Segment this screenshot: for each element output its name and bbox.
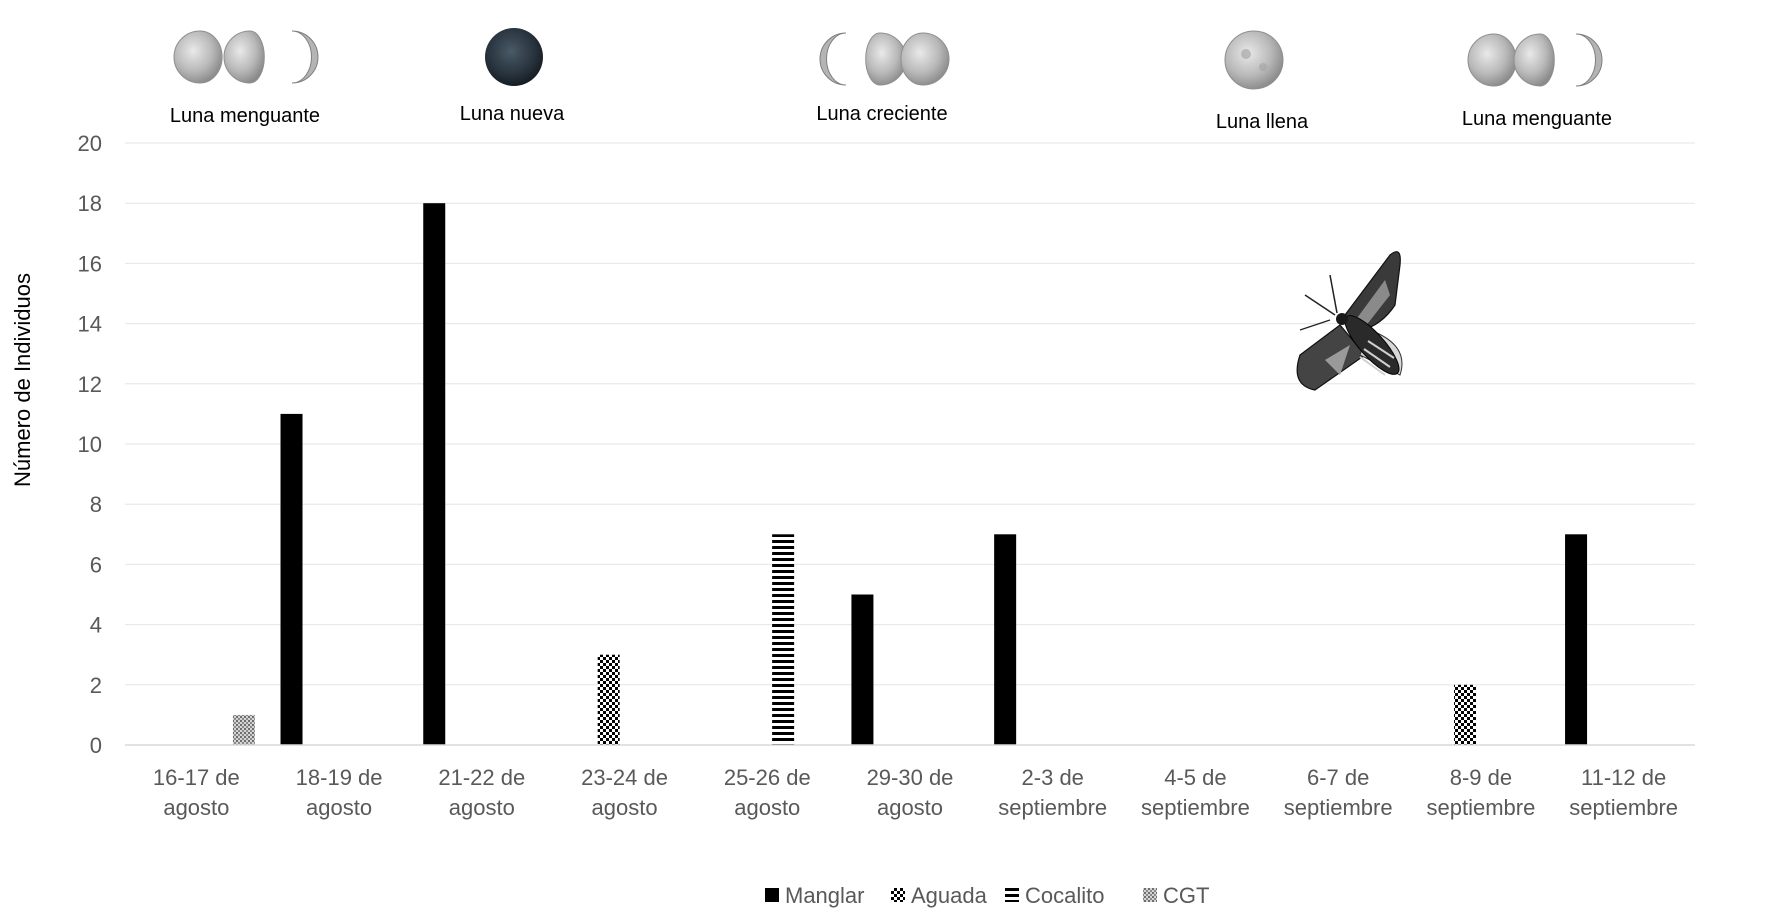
moon-phase-label: Luna menguante	[170, 105, 320, 127]
legend-swatch	[1143, 888, 1157, 902]
x-tick-label: 18-19 de	[296, 765, 383, 790]
waning-gibbous-moon-icon	[173, 30, 223, 84]
x-tick-label: 29-30 de	[867, 765, 954, 790]
x-tick-label: septiembre	[1426, 795, 1535, 820]
bar-aguada-9	[1454, 684, 1477, 745]
y-axis-label: Número de Individuos	[10, 273, 35, 487]
y-tick-label: 2	[90, 673, 102, 698]
moon-phase-label: Luna creciente	[816, 103, 947, 125]
waxing-crescent-moon-icon	[819, 32, 847, 86]
moon-phase-group: Luna llena	[1216, 30, 1309, 133]
y-tick-label: 0	[90, 733, 102, 758]
legend-swatch	[891, 888, 905, 902]
y-tick-label: 16	[78, 251, 102, 276]
legend-label: CGT	[1163, 883, 1209, 908]
waning-gibbous-moon-icon	[1467, 33, 1517, 87]
x-tick-label: septiembre	[1141, 795, 1250, 820]
y-tick-label: 18	[78, 191, 102, 216]
moon-phase-strip: Luna menguante Luna nueva Luna creciente Lu…	[170, 28, 1612, 133]
y-tick-label: 20	[78, 131, 102, 156]
x-axis-labels: 16-17 de agosto 18-19 de agosto 21-22 de agos…	[153, 765, 1678, 820]
bar-cgt-0	[232, 714, 255, 745]
last-quarter-moon-icon	[1513, 33, 1555, 87]
y-tick-label: 10	[78, 432, 102, 457]
x-tick-label: 4-5 de	[1164, 765, 1226, 790]
y-tick-label: 8	[90, 492, 102, 517]
y-axis-ticks: 0 2 4 6 8 10 12 14 16 18 20	[78, 131, 102, 758]
bars	[232, 203, 1588, 745]
sphinx-moth-icon	[1296, 251, 1403, 391]
waning-crescent-moon-icon	[291, 30, 319, 84]
bar-aguada-3	[597, 654, 620, 745]
moon-phase-label: Luna nueva	[460, 103, 565, 125]
x-tick-label: 6-7 de	[1307, 765, 1369, 790]
x-tick-label: 23-24 de	[581, 765, 668, 790]
first-quarter-moon-icon	[865, 32, 907, 86]
full-moon-icon	[1224, 30, 1284, 90]
new-moon-icon	[485, 28, 543, 86]
legend-label: Manglar	[785, 883, 864, 908]
y-tick-label: 14	[78, 312, 102, 337]
x-tick-label: agosto	[734, 795, 800, 820]
legend: Manglar Aguada Cocalito CGT	[765, 883, 1209, 908]
bar-cocalito-4	[772, 534, 795, 745]
moon-phase-label: Luna menguante	[1462, 108, 1612, 130]
bar-manglar-5	[851, 594, 874, 745]
x-tick-label: 21-22 de	[438, 765, 525, 790]
x-tick-label: 2-3 de	[1022, 765, 1084, 790]
gridlines	[125, 142, 1695, 686]
x-tick-label: 11-12 de	[1581, 765, 1666, 790]
waning-crescent-moon-icon	[1575, 33, 1603, 87]
bar-manglar-6	[994, 534, 1017, 745]
legend-swatch	[1005, 888, 1019, 902]
legend-label: Cocalito	[1025, 883, 1104, 908]
x-tick-label: agosto	[449, 795, 515, 820]
bar-manglar-2	[423, 203, 446, 745]
x-tick-label: septiembre	[998, 795, 1107, 820]
x-tick-label: agosto	[163, 795, 229, 820]
x-tick-label: septiembre	[1284, 795, 1393, 820]
waxing-gibbous-moon-icon	[900, 32, 950, 86]
y-tick-label: 6	[90, 552, 102, 577]
x-tick-label: agosto	[592, 795, 658, 820]
moon-phase-group: Luna creciente	[816, 32, 950, 125]
x-tick-label: agosto	[306, 795, 372, 820]
x-tick-label: 8-9 de	[1450, 765, 1512, 790]
bar-manglar-1	[280, 413, 303, 745]
x-tick-label: 16-17 de	[153, 765, 240, 790]
y-tick-label: 4	[90, 613, 102, 638]
moon-phase-group: Luna menguante	[1462, 33, 1612, 130]
bar-manglar-10	[1565, 534, 1588, 745]
x-tick-label: 25-26 de	[724, 765, 811, 790]
moon-phase-group: Luna nueva	[460, 28, 565, 125]
y-tick-label: 12	[78, 372, 102, 397]
moon-phase-label: Luna llena	[1216, 111, 1309, 133]
x-tick-label: agosto	[877, 795, 943, 820]
legend-label: Aguada	[911, 883, 988, 908]
moon-phase-group: Luna menguante	[170, 30, 320, 127]
legend-swatch	[765, 888, 779, 902]
last-quarter-moon-icon	[223, 30, 265, 84]
x-tick-label: septiembre	[1569, 795, 1678, 820]
